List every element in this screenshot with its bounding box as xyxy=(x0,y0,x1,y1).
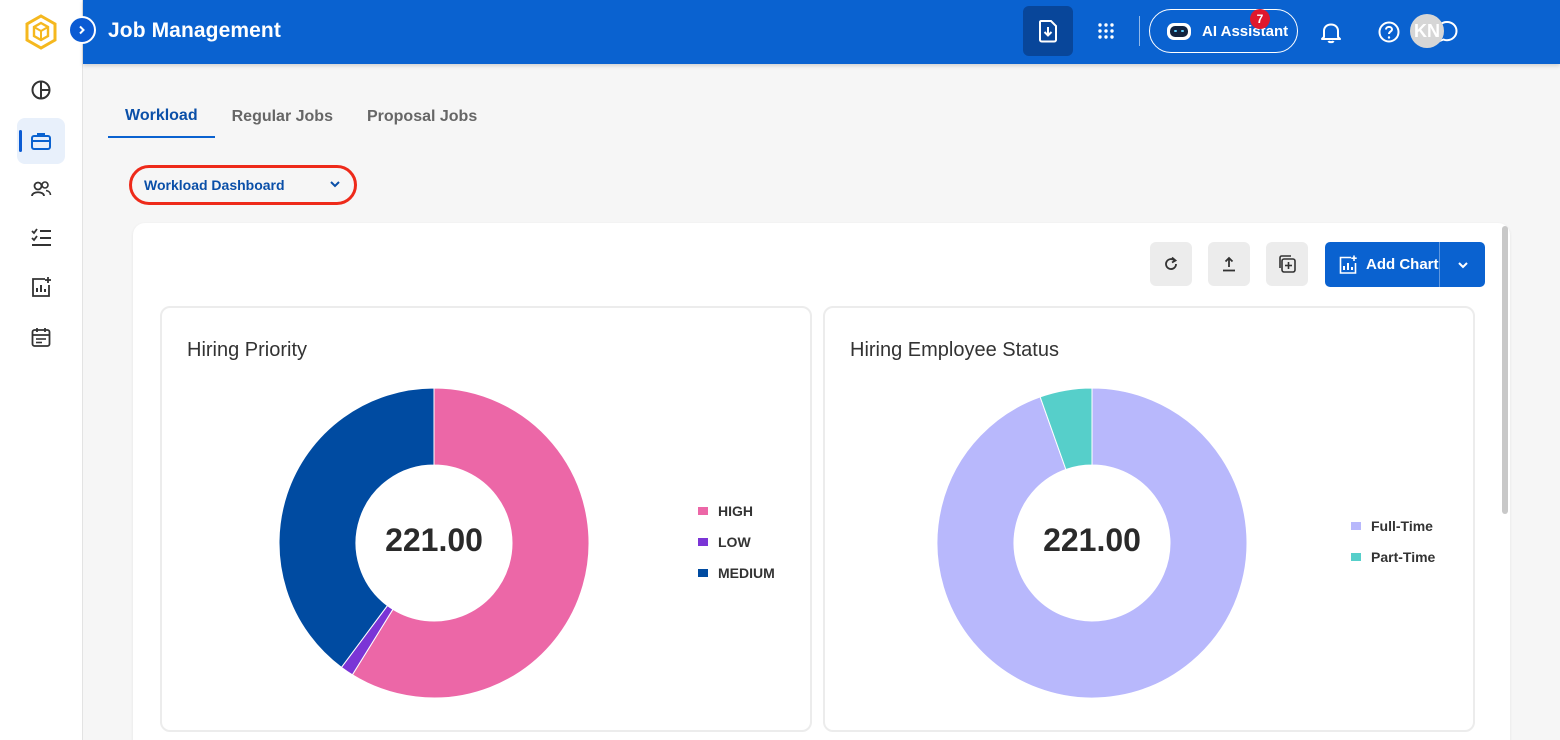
refresh-button[interactable] xyxy=(1150,242,1192,286)
upload-button[interactable] xyxy=(1208,242,1250,286)
refresh-icon xyxy=(1165,256,1178,270)
legend-swatch xyxy=(698,507,708,515)
legend-item-low[interactable]: LOW xyxy=(698,534,751,550)
sidebar-item-reports[interactable] xyxy=(17,264,65,310)
hiring-priority-total: 221.00 xyxy=(385,522,483,558)
tab-proposal-jobs[interactable]: Proposal Jobs xyxy=(366,108,478,125)
page-title: Job Management xyxy=(108,19,281,42)
legend-item-high[interactable]: HIGH xyxy=(698,503,753,519)
ai-assistant-button[interactable]: AI Assistant xyxy=(1149,9,1298,53)
tab-bar: Workload Regular Jobs Proposal Jobs xyxy=(108,96,494,140)
notification-badge: 7 xyxy=(1250,9,1270,29)
duplicate-button[interactable] xyxy=(1266,242,1308,286)
chevron-right-icon xyxy=(79,25,85,35)
donut-slice-high[interactable] xyxy=(351,387,590,699)
sidebar-item-jobs[interactable] xyxy=(17,118,65,164)
people-icon xyxy=(31,181,52,197)
legend-label: Full-Time xyxy=(1371,518,1433,534)
expand-sidebar-button[interactable] xyxy=(68,16,96,44)
add-chart-button[interactable]: Add Chart xyxy=(1325,242,1485,287)
scrollbar[interactable] xyxy=(1502,226,1508,514)
briefcase-icon xyxy=(31,133,51,150)
add-chart-main[interactable]: Add Chart xyxy=(1325,242,1440,287)
hiring-priority-title: Hiring Priority xyxy=(187,339,308,361)
dashboard-select-value: Workload Dashboard xyxy=(144,177,285,193)
add-chart-label: Add Chart xyxy=(1366,256,1439,273)
legend-label: MEDIUM xyxy=(718,565,775,581)
sidebar-item-calendar[interactable] xyxy=(17,314,65,360)
sidebar xyxy=(0,0,83,740)
hiring-priority-donut xyxy=(278,387,590,699)
tab-regular-jobs[interactable]: Regular Jobs xyxy=(231,108,333,125)
ai-assistant-label: AI Assistant xyxy=(1202,22,1289,40)
donut-slice-medium[interactable] xyxy=(278,387,435,669)
file-download-icon xyxy=(1039,20,1057,43)
donut-slice-part-time[interactable] xyxy=(1039,387,1093,471)
avatar[interactable]: KN xyxy=(1410,14,1444,48)
legend-item-full-time[interactable]: Full-Time xyxy=(1351,518,1433,534)
sidebar-item-dashboard[interactable] xyxy=(17,67,65,113)
calendar-icon xyxy=(31,328,51,347)
chevron-down-icon xyxy=(330,181,340,188)
chart-add-icon xyxy=(32,277,51,297)
sidebar-item-people[interactable] xyxy=(17,166,65,212)
download-button[interactable] xyxy=(1023,6,1073,56)
help-button[interactable] xyxy=(1376,19,1402,45)
dashboard-select[interactable]: Workload Dashboard xyxy=(129,165,357,205)
add-chart-dropdown-toggle[interactable] xyxy=(1440,260,1485,270)
sidebar-item-tasks[interactable] xyxy=(17,214,65,260)
tab-workload[interactable]: Workload xyxy=(108,96,215,138)
legend-label: LOW xyxy=(718,534,751,550)
pie-chart-icon xyxy=(31,80,51,100)
legend-swatch xyxy=(1351,553,1361,561)
header-divider xyxy=(1139,16,1140,46)
bell-icon xyxy=(1321,23,1341,44)
donut-slice-full-time[interactable] xyxy=(936,387,1248,699)
grid-icon xyxy=(1098,23,1114,39)
legend-swatch xyxy=(698,569,708,577)
legend-swatch xyxy=(1351,522,1361,530)
legend-item-medium[interactable]: MEDIUM xyxy=(698,565,775,581)
help-icon xyxy=(1378,21,1400,43)
add-copy-icon xyxy=(1279,255,1296,273)
chart-add-icon xyxy=(1339,255,1357,274)
legend-swatch xyxy=(698,538,708,546)
legend-label: Part-Time xyxy=(1371,549,1436,565)
chevron-down-icon xyxy=(1457,261,1468,268)
hiring-employee-status-total: 221.00 xyxy=(1043,522,1141,558)
notifications-button[interactable] xyxy=(1317,18,1345,46)
apps-grid-button[interactable] xyxy=(1093,18,1119,44)
top-header: Job Management AI Assistant xyxy=(83,0,1560,64)
app-logo-icon[interactable] xyxy=(25,14,57,50)
robot-icon xyxy=(1167,23,1191,40)
hiring-employee-status-donut xyxy=(936,387,1248,699)
legend-item-part-time[interactable]: Part-Time xyxy=(1351,549,1435,565)
legend-label: HIGH xyxy=(718,503,753,519)
checklist-icon xyxy=(31,228,51,246)
hiring-employee-status-title: Hiring Employee Status xyxy=(850,339,1059,361)
upload-icon xyxy=(1223,256,1235,272)
